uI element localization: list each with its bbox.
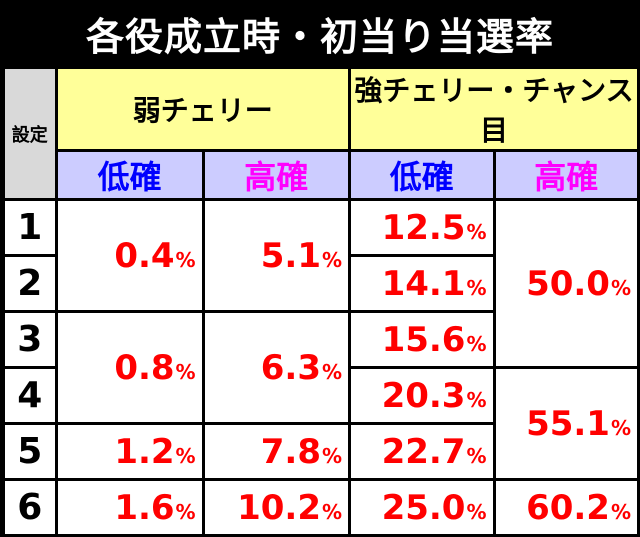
setting-3: 3 xyxy=(2,310,58,369)
page-title: 各役成立時・初当り当選率 xyxy=(85,14,554,59)
strong-low-value-5: 22.7% xyxy=(348,422,496,481)
strong-low-value-6: 25.0% xyxy=(348,478,496,537)
strong-high-value-4-5: 55.1% xyxy=(492,366,640,481)
weak-low-value-6: 1.6% xyxy=(54,478,205,537)
setting-2: 2 xyxy=(2,254,58,313)
strong-low-header: 低確 xyxy=(348,149,496,201)
setting-6: 6 xyxy=(2,478,58,537)
weak-high-value-5: 7.8% xyxy=(201,422,352,481)
weak-high-value-1-2: 5.1% xyxy=(201,198,352,313)
weak-low-value-1-2: 0.4% xyxy=(54,198,205,313)
setting-4: 4 xyxy=(2,366,58,425)
strong-low-value-3: 15.6% xyxy=(348,310,496,369)
setting-header: 設定 xyxy=(2,66,58,201)
strong-high-value-1-3: 50.0% xyxy=(492,198,640,369)
probability-table: 設定 弱チェリー 強チェリー・チャンス目 低確 高確 低確 高確 1 0.4% … xyxy=(2,66,640,537)
strong-low-value-4: 20.3% xyxy=(348,366,496,425)
weak-high-value-3-4: 6.3% xyxy=(201,310,352,425)
strong-cherry-chance-header: 強チェリー・チャンス目 xyxy=(348,66,640,152)
setting-5: 5 xyxy=(2,422,58,481)
strong-high-value-6: 60.2% xyxy=(492,478,640,537)
setting-1: 1 xyxy=(2,198,58,257)
weak-low-header: 低確 xyxy=(54,149,205,201)
strong-low-value-2: 14.1% xyxy=(348,254,496,313)
weak-high-value-6: 10.2% xyxy=(201,478,352,537)
weak-low-value-5: 1.2% xyxy=(54,422,205,481)
weak-high-header: 高確 xyxy=(201,149,352,201)
weak-cherry-header: 弱チェリー xyxy=(54,66,352,152)
strong-high-header: 高確 xyxy=(492,149,640,201)
strong-low-value-1: 12.5% xyxy=(348,198,496,257)
weak-low-value-3-4: 0.8% xyxy=(54,310,205,425)
